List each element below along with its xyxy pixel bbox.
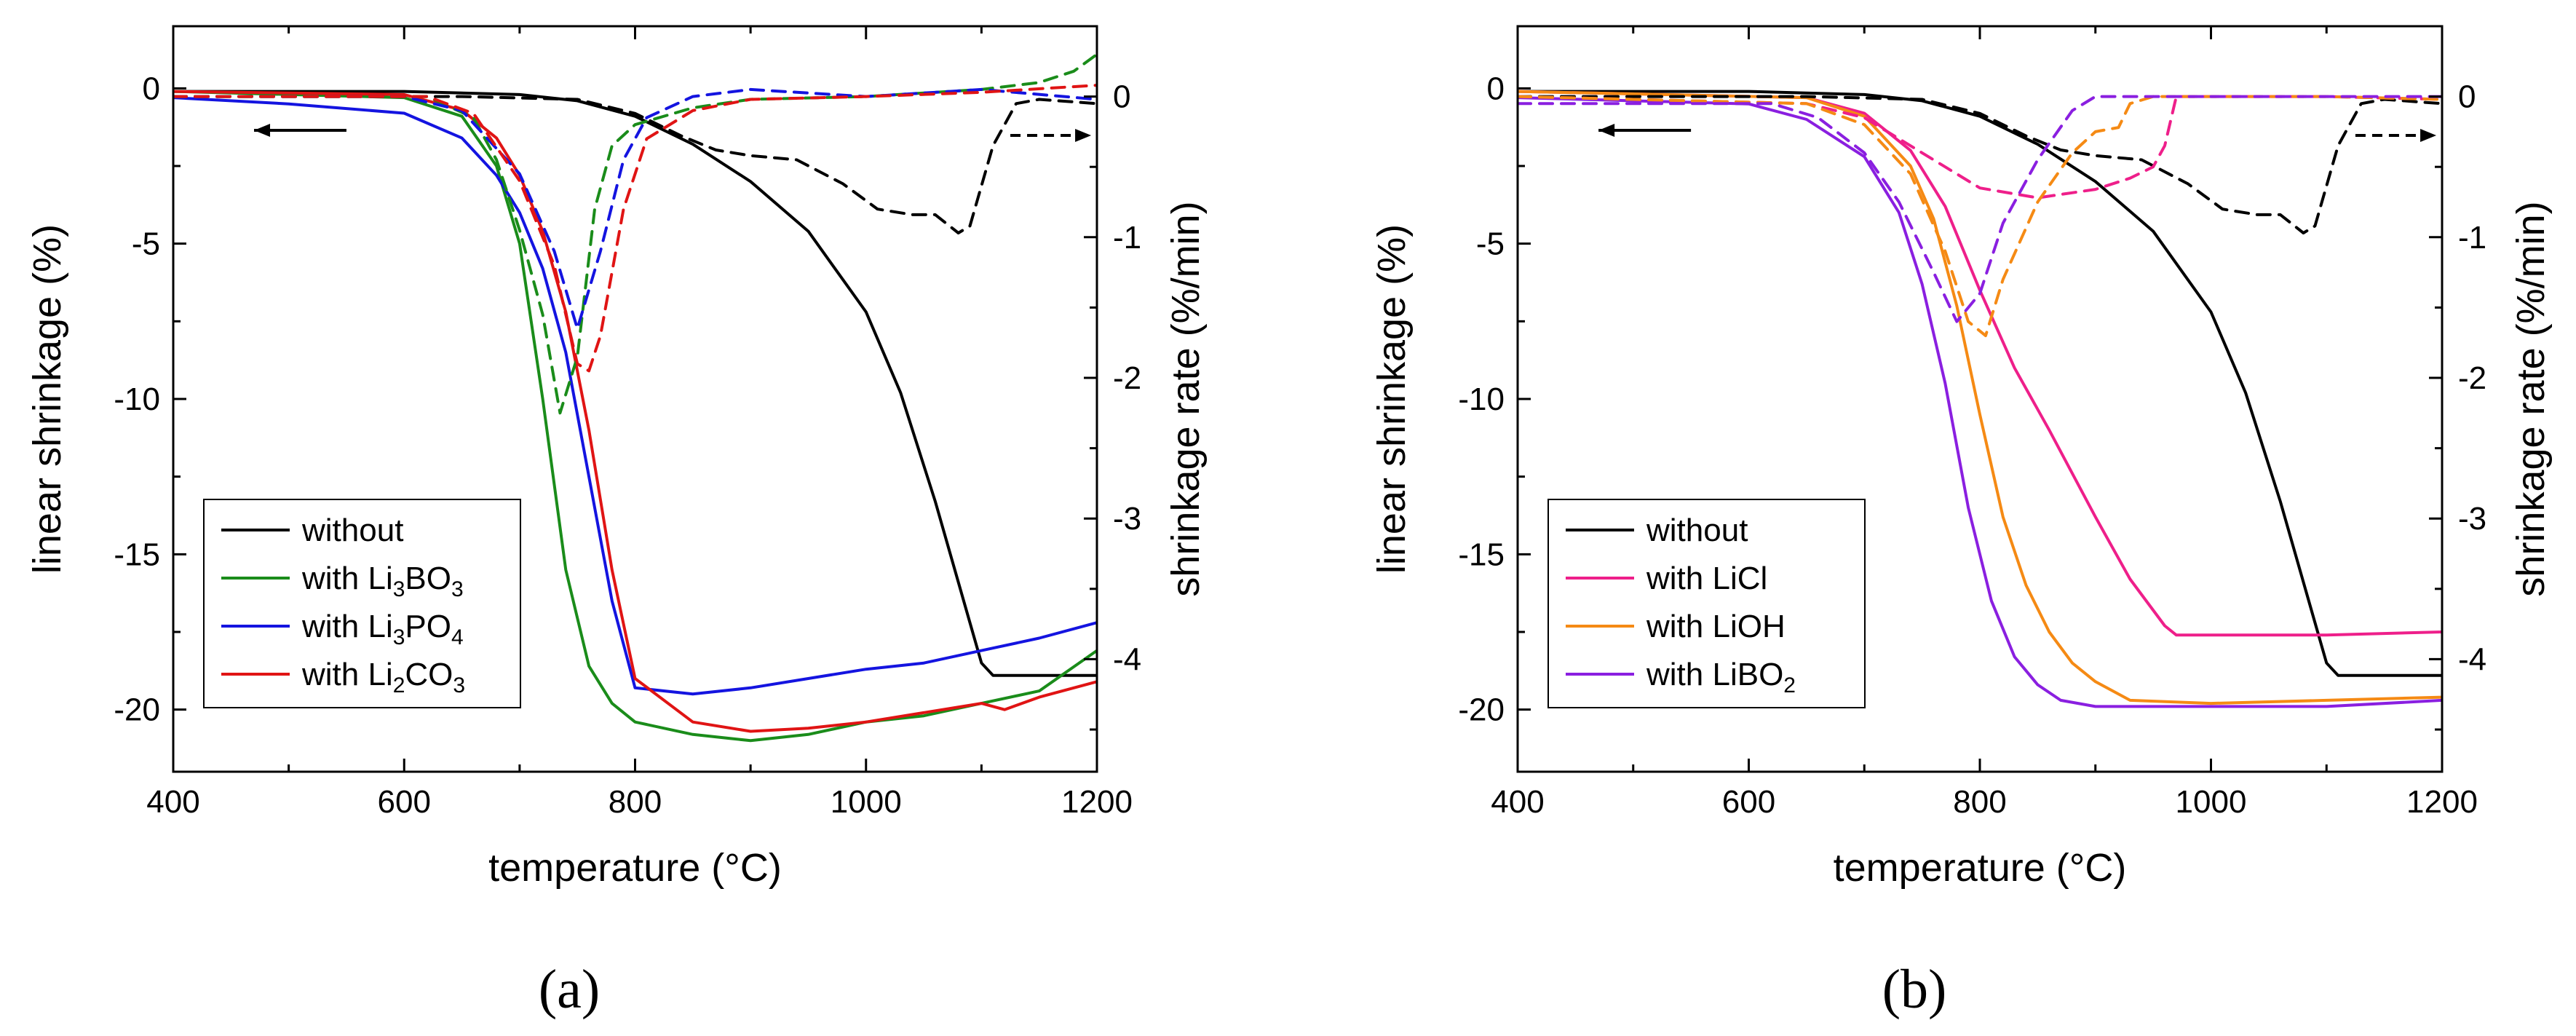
- y-left-axis-label: linear shrinkage (%): [25, 224, 69, 574]
- legend-subscript: 3: [453, 673, 465, 697]
- legend-text: without: [301, 513, 403, 548]
- y-left-tick-label: -10: [1458, 381, 1505, 417]
- y-right-tick-label: -3: [1113, 501, 1141, 537]
- x-tick-label: 1200: [1061, 784, 1133, 820]
- legend-subscript: 4: [451, 625, 464, 649]
- y-right-tick-label: -1: [2458, 220, 2486, 256]
- series-LiCl-rate-line: [1518, 95, 2442, 199]
- panel-label: (b): [1882, 959, 1947, 1020]
- series-without-rate-line: [173, 95, 1097, 234]
- legend-entry-Li2CO3: with Li2CO3: [301, 657, 465, 697]
- x-tick-label: 1000: [831, 784, 902, 820]
- y-right-tick-label: 0: [1113, 79, 1130, 115]
- series-Li3BO3-rate-line: [173, 52, 1097, 415]
- series-LiOH-shrinkage-line: [1518, 90, 2442, 705]
- panel-label: (a): [539, 959, 600, 1020]
- series-LiCl-shrinkage-line: [1518, 90, 2442, 637]
- y-right-axis-label: shrinkage rate (%/min): [2509, 201, 2553, 596]
- legend-subscript: 3: [393, 625, 405, 649]
- x-tick-label: 1200: [2406, 784, 2478, 820]
- series-without-rate-line: [1518, 95, 2442, 234]
- left-arrow-head-icon: [1598, 124, 1615, 137]
- y-left-tick-label: -5: [132, 226, 160, 262]
- y-left-tick-label: -20: [114, 692, 160, 728]
- legend-subscript: 2: [1783, 673, 1796, 697]
- series-LiOH-rate-line: [1518, 95, 2442, 338]
- right-arrow-head-icon: [2420, 129, 2437, 142]
- legend-text: with Li: [301, 609, 393, 644]
- legend-entry-Li3BO3: with Li3BO3: [301, 561, 464, 601]
- y-right-tick-label: -4: [1113, 641, 1141, 677]
- y-right-tick-label: 0: [2458, 79, 2476, 115]
- curves-group: [1518, 90, 2442, 708]
- legend-entry-without: without: [301, 513, 403, 548]
- y-left-tick-label: 0: [1487, 71, 1505, 106]
- legend-entry-Li3PO4: with Li3PO4: [301, 609, 464, 649]
- right-arrow-head-icon: [1075, 129, 1092, 142]
- legend-text: with LiCl: [1646, 561, 1767, 596]
- legend-text: CO: [405, 657, 453, 692]
- y-left-axis-label: linear shrinkage (%): [1370, 224, 1414, 574]
- x-axis-label: temperature (°C): [1834, 846, 2127, 890]
- legend-subscript: 2: [393, 673, 405, 697]
- series-Li3PO4-rate-line: [173, 87, 1097, 331]
- y-left-tick-label: -15: [114, 537, 160, 572]
- y-right-axis-label: shrinkage rate (%/min): [1164, 201, 1208, 596]
- legend-text: PO: [405, 609, 451, 644]
- legend-subscript: 3: [451, 577, 464, 601]
- legend-text: with Li: [301, 657, 393, 692]
- x-axis-label: temperature (°C): [488, 846, 782, 890]
- y-right-tick-label: -1: [1113, 220, 1141, 256]
- x-tick-label: 800: [1953, 784, 2006, 820]
- y-left-tick-label: -20: [1458, 692, 1505, 728]
- series-Li3PO4-shrinkage-line: [173, 96, 1097, 696]
- y-right-tick-label: -3: [2458, 501, 2486, 537]
- left-arrow-head-icon: [254, 124, 271, 137]
- y-right-tick-label: -2: [1113, 360, 1141, 396]
- legend-subscript: 3: [393, 577, 405, 601]
- x-tick-label: 600: [378, 784, 431, 820]
- chart-panel-a: 400 600 800 1000 1200 0 -5 -10 -15 -20 0 -1 -2 -3 -4 te…: [25, 25, 1208, 1020]
- x-tick-label: 400: [1491, 784, 1544, 820]
- series-Li2CO3-rate-line: [173, 84, 1097, 373]
- y-right-tick-label: -4: [2458, 641, 2486, 677]
- curves-group: [173, 52, 1097, 743]
- x-tick-label: 1000: [2176, 784, 2247, 820]
- legend-entry-without: without: [1646, 513, 1748, 548]
- legend-text: BO: [405, 561, 451, 596]
- chart-panel-b: 400 600 800 1000 1200 0 -5 -10 -15 -20 0 -1 -2 -3 -4 te…: [1370, 25, 2553, 1020]
- y-left-tick-label: -10: [114, 381, 160, 417]
- legend-text: with LiOH: [1646, 609, 1786, 644]
- legend-text: with Li: [301, 561, 393, 596]
- legend-entry-LiCl: with LiCl: [1646, 561, 1767, 596]
- series-Li3BO3-shrinkage-line: [173, 90, 1097, 743]
- series-Li2CO3-shrinkage-line: [173, 90, 1097, 733]
- legend-text: with LiBO: [1646, 657, 1783, 692]
- legend-text: without: [1646, 513, 1748, 548]
- x-tick-label: 400: [146, 784, 199, 820]
- legend-entry-LiOH: with LiOH: [1646, 609, 1786, 644]
- series-LiBO2-rate-line: [1518, 95, 2442, 323]
- y-right-tick-label: -2: [2458, 360, 2486, 396]
- y-left-tick-label: -5: [1476, 226, 1505, 262]
- y-left-tick-label: 0: [143, 71, 160, 106]
- y-left-tick-label: -15: [1458, 537, 1505, 572]
- x-tick-label: 800: [609, 784, 662, 820]
- x-tick-label: 600: [1722, 784, 1775, 820]
- legend-entry-LiBO2: with LiBO2: [1646, 657, 1796, 697]
- series-LiBO2-shrinkage-line: [1518, 96, 2442, 708]
